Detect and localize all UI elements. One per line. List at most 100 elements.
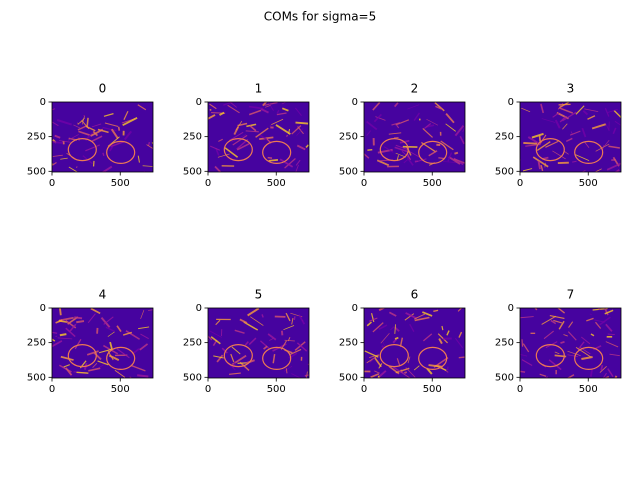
texture [248, 337, 257, 346]
texture [584, 108, 599, 113]
texture [575, 105, 585, 115]
texture [372, 102, 381, 111]
texture [267, 333, 277, 341]
texture [146, 144, 153, 150]
texture [281, 107, 289, 112]
texture [540, 164, 544, 172]
texture [583, 141, 590, 149]
heatmap [520, 308, 621, 378]
texture [535, 138, 565, 162]
x-tick-label: 0 [49, 178, 55, 189]
texture [291, 373, 302, 378]
texture [531, 132, 544, 139]
texture [52, 121, 59, 127]
texture [446, 330, 450, 336]
texture [567, 354, 579, 358]
texture [283, 325, 295, 331]
texture [379, 344, 409, 368]
texture [102, 126, 117, 132]
subplot-title: 0 [99, 82, 107, 96]
texture [554, 351, 560, 355]
texture [404, 371, 408, 374]
texture [599, 316, 611, 326]
texture [520, 370, 526, 373]
texture [614, 169, 620, 172]
texture [441, 325, 444, 331]
texture [404, 313, 415, 321]
texture [604, 308, 609, 316]
texture [442, 161, 457, 163]
texture [612, 127, 617, 135]
texture [406, 156, 414, 166]
texture [604, 107, 610, 117]
texture [74, 339, 82, 350]
texture [210, 145, 221, 151]
texture [109, 146, 114, 152]
texture [602, 372, 607, 378]
texture [522, 343, 530, 353]
texture [603, 375, 610, 378]
texture [522, 168, 533, 172]
texture [414, 313, 426, 320]
texture [582, 109, 589, 116]
texture [383, 146, 394, 153]
texture [378, 324, 388, 331]
x-tick-label: 0 [517, 384, 523, 395]
subplot-title: 7 [567, 288, 575, 302]
texture [239, 318, 248, 324]
texture [521, 107, 531, 113]
texture [574, 346, 604, 370]
texture [76, 166, 78, 169]
texture [366, 130, 372, 136]
y-tick-label: 500 [339, 166, 358, 177]
texture [418, 140, 448, 164]
figure-title: COMs for sigma=5 [264, 10, 377, 24]
y-tick-label: 250 [27, 338, 46, 349]
texture [245, 130, 259, 133]
texture [137, 155, 140, 163]
subplot-title: 6 [411, 288, 419, 302]
texture [458, 356, 465, 359]
x-tick-label: 500 [267, 384, 286, 395]
x-tick-label: 500 [423, 178, 442, 189]
x-tick-label: 0 [361, 384, 367, 395]
y-tick-label: 0 [352, 97, 358, 108]
texture [260, 108, 269, 114]
heatmap [208, 102, 309, 172]
texture [93, 352, 102, 361]
texture [566, 374, 575, 378]
texture [123, 110, 129, 121]
texture [87, 313, 96, 324]
texture [122, 331, 133, 336]
texture [276, 112, 287, 116]
texture [379, 138, 409, 162]
texture [521, 339, 524, 347]
texture [369, 357, 376, 363]
texture [433, 309, 439, 312]
texture [208, 335, 213, 341]
texture [60, 157, 68, 160]
texture [67, 344, 97, 368]
texture [395, 152, 407, 158]
texture [281, 102, 287, 105]
texture [148, 309, 153, 311]
texture [373, 113, 382, 123]
texture [55, 335, 58, 337]
texture [395, 119, 410, 126]
texture [246, 123, 257, 128]
texture [405, 312, 418, 320]
texture [565, 137, 573, 143]
texture [67, 138, 97, 162]
x-tick-label: 500 [579, 384, 598, 395]
texture [90, 128, 104, 137]
texture [458, 331, 463, 338]
texture [265, 105, 271, 108]
texture [520, 316, 534, 319]
texture [73, 124, 81, 129]
texture [116, 348, 130, 359]
texture [606, 162, 621, 171]
texture [595, 143, 610, 152]
texture [550, 319, 557, 325]
x-tick-label: 0 [361, 178, 367, 189]
texture [215, 147, 220, 156]
